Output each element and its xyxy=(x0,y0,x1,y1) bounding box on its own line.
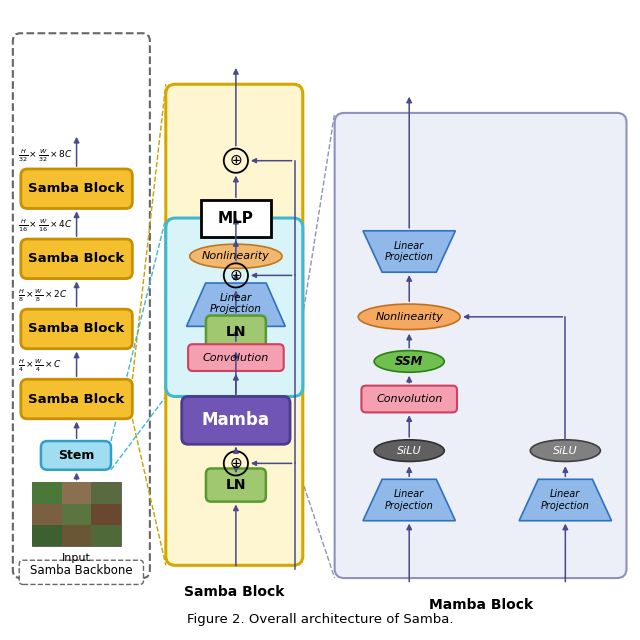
FancyBboxPatch shape xyxy=(182,396,290,444)
Text: LN: LN xyxy=(226,478,246,492)
FancyBboxPatch shape xyxy=(61,504,92,525)
Text: Linear
Projection: Linear Projection xyxy=(385,489,433,511)
Text: $\frac{H}{32}\times\frac{W}{32}\times 8C$: $\frac{H}{32}\times\frac{W}{32}\times 8C… xyxy=(18,147,72,164)
Text: SiLU: SiLU xyxy=(397,445,422,456)
FancyBboxPatch shape xyxy=(61,483,92,504)
Text: Linear
Projection: Linear Projection xyxy=(385,241,433,262)
Text: SSM: SSM xyxy=(395,355,424,368)
FancyBboxPatch shape xyxy=(41,441,111,470)
FancyBboxPatch shape xyxy=(92,504,121,525)
Text: Samba Block: Samba Block xyxy=(28,323,125,335)
FancyBboxPatch shape xyxy=(21,239,132,278)
Text: SiLU: SiLU xyxy=(553,445,578,456)
Text: $\frac{H}{4}\times\frac{W}{4}\times C$: $\frac{H}{4}\times\frac{W}{4}\times C$ xyxy=(18,358,61,374)
FancyBboxPatch shape xyxy=(166,84,303,565)
Text: Mamba: Mamba xyxy=(202,412,270,429)
FancyBboxPatch shape xyxy=(362,386,457,412)
FancyBboxPatch shape xyxy=(335,113,627,578)
Text: Input: Input xyxy=(62,553,91,563)
Ellipse shape xyxy=(531,440,600,461)
Text: $\oplus$: $\oplus$ xyxy=(229,456,243,471)
Text: Nonlinearity: Nonlinearity xyxy=(202,252,270,261)
Polygon shape xyxy=(363,479,456,521)
FancyBboxPatch shape xyxy=(188,344,284,371)
FancyBboxPatch shape xyxy=(201,200,271,237)
FancyBboxPatch shape xyxy=(21,380,132,419)
Text: Nonlinearity: Nonlinearity xyxy=(375,312,443,322)
Text: LN: LN xyxy=(226,325,246,339)
FancyBboxPatch shape xyxy=(19,560,143,584)
FancyBboxPatch shape xyxy=(32,483,61,504)
Ellipse shape xyxy=(189,244,282,268)
Text: Stem: Stem xyxy=(58,449,94,462)
Text: $\oplus$: $\oplus$ xyxy=(229,153,243,168)
FancyBboxPatch shape xyxy=(206,316,266,349)
Text: MLP: MLP xyxy=(218,211,254,226)
FancyBboxPatch shape xyxy=(21,309,132,349)
Ellipse shape xyxy=(358,304,460,330)
Text: Samba Backbone: Samba Backbone xyxy=(30,564,132,577)
FancyBboxPatch shape xyxy=(166,218,303,396)
FancyBboxPatch shape xyxy=(32,504,61,525)
Text: Linear
Projection: Linear Projection xyxy=(541,489,589,511)
Ellipse shape xyxy=(374,351,444,372)
Text: Figure 2. Overall architecture of Samba.: Figure 2. Overall architecture of Samba. xyxy=(187,613,453,626)
FancyBboxPatch shape xyxy=(13,33,150,578)
Text: Samba Block: Samba Block xyxy=(28,252,125,266)
FancyBboxPatch shape xyxy=(206,468,266,502)
Polygon shape xyxy=(519,479,612,521)
FancyBboxPatch shape xyxy=(61,525,92,546)
FancyBboxPatch shape xyxy=(92,525,121,546)
Text: Linear
Projection: Linear Projection xyxy=(210,292,262,314)
Polygon shape xyxy=(363,231,456,272)
Text: Convolution: Convolution xyxy=(203,353,269,363)
FancyBboxPatch shape xyxy=(32,483,121,546)
Text: Mamba Block: Mamba Block xyxy=(429,598,532,612)
Text: $\frac{H}{8}\times\frac{W}{8}\times 2C$: $\frac{H}{8}\times\frac{W}{8}\times 2C$ xyxy=(18,287,67,304)
FancyBboxPatch shape xyxy=(32,525,61,546)
Text: $\frac{H}{16}\times\frac{W}{16}\times 4C$: $\frac{H}{16}\times\frac{W}{16}\times 4C… xyxy=(18,218,72,234)
Text: $\oplus$: $\oplus$ xyxy=(229,268,243,283)
FancyBboxPatch shape xyxy=(92,483,121,504)
Text: Convolution: Convolution xyxy=(376,394,442,404)
Text: Samba Block: Samba Block xyxy=(28,392,125,406)
Polygon shape xyxy=(186,283,285,326)
FancyBboxPatch shape xyxy=(21,169,132,209)
Text: Samba Block: Samba Block xyxy=(184,585,285,599)
Ellipse shape xyxy=(374,440,444,461)
Text: Samba Block: Samba Block xyxy=(28,182,125,195)
